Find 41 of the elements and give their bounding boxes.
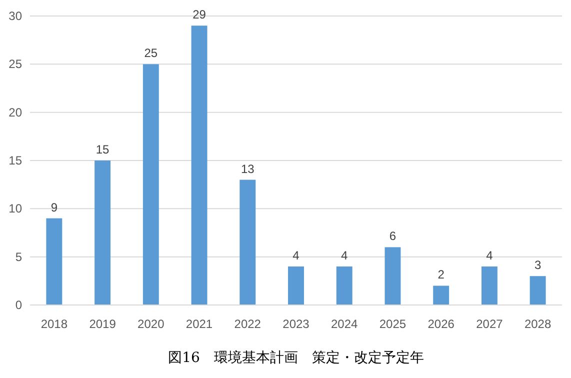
y-tick-label: 25 [8, 57, 22, 72]
x-tick-label: 2023 [282, 317, 310, 331]
y-tick-label: 15 [8, 154, 22, 168]
x-tick-label: 2028 [524, 317, 552, 331]
data-label: 3 [534, 258, 542, 272]
data-label: 4 [292, 248, 300, 262]
bar [384, 247, 401, 305]
bar [46, 218, 62, 305]
y-tick-label: 30 [8, 9, 22, 23]
bar [240, 180, 256, 305]
x-tick-label: 2026 [428, 317, 455, 331]
data-label: 25 [144, 46, 158, 60]
bar [336, 266, 352, 305]
x-tick-label: 2020 [138, 317, 165, 331]
x-tick-label: 2022 [234, 317, 262, 331]
bar [94, 160, 111, 305]
x-tick-label: 2018 [40, 317, 68, 331]
bar [288, 266, 304, 305]
data-label: 4 [486, 248, 494, 262]
data-label: 2 [438, 268, 445, 282]
y-tick-label: 20 [8, 105, 22, 120]
data-label: 4 [341, 248, 348, 262]
x-tick-label: 2025 [379, 317, 406, 331]
bar [481, 266, 498, 305]
y-tick-label: 10 [8, 202, 22, 216]
data-label: 6 [389, 229, 396, 244]
x-tick-label: 2019 [89, 317, 116, 331]
data-label: 9 [50, 200, 58, 214]
data-label: 29 [192, 8, 206, 22]
data-label: 15 [96, 142, 110, 156]
bar [433, 286, 450, 305]
x-tick-label: 2021 [186, 317, 213, 331]
x-tick-label: 2024 [331, 317, 358, 331]
x-tick-label: 2027 [476, 317, 504, 331]
bar [142, 64, 159, 305]
bar [191, 26, 208, 305]
text: 図16 環境基本計画 策定・改定予定年 [168, 350, 424, 366]
data-label: 13 [240, 162, 255, 176]
y-tick-label: 5 [15, 250, 22, 264]
y-tick-label: 0 [15, 298, 22, 312]
bar [530, 276, 546, 305]
